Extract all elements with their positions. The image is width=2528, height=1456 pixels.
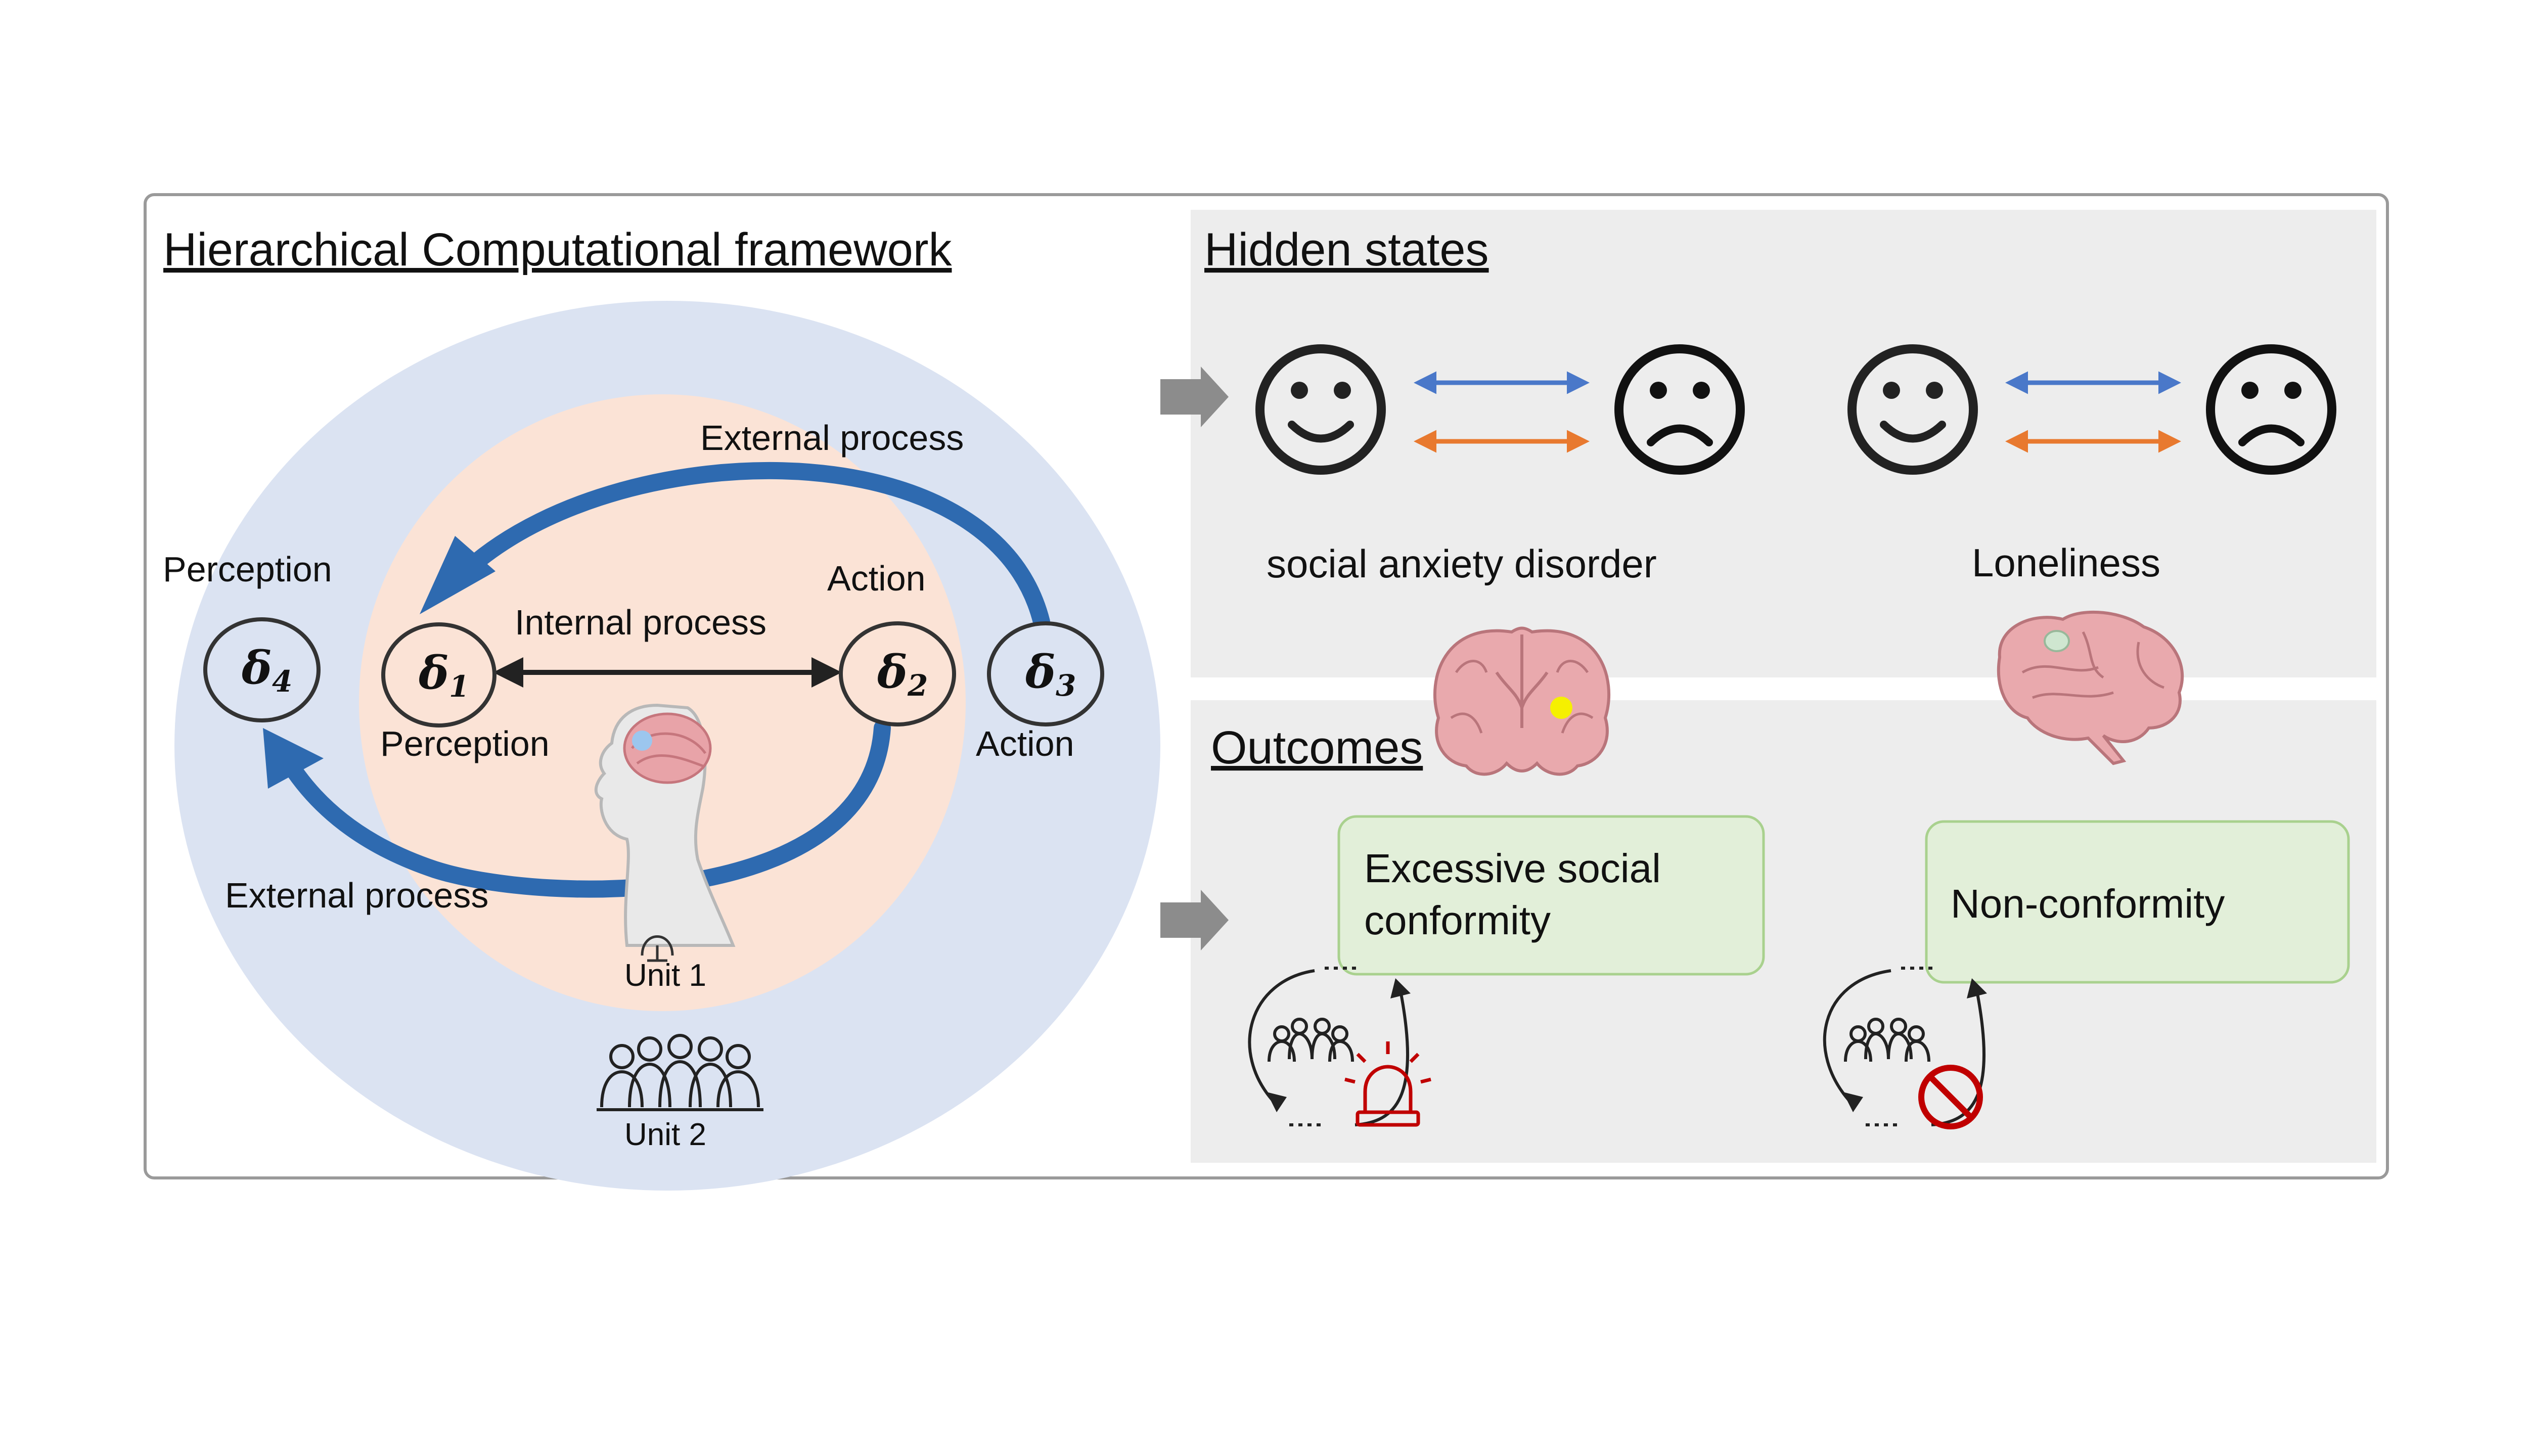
- node-delta-3: δ3: [987, 621, 1104, 726]
- outcomes-panel: Outcomes Excessive social conformity Non…: [1160, 610, 2376, 1163]
- action-inner-label: Action: [827, 559, 926, 598]
- svg-text:δ2: δ2: [877, 645, 928, 703]
- outcomes-title: Outcomes: [1211, 722, 1423, 774]
- unit1-circle: [359, 394, 966, 1011]
- sad-face-icon: [2206, 344, 2336, 475]
- coronal-brain-icon: [1433, 626, 1610, 776]
- internal-process-label: Internal process: [515, 603, 766, 642]
- svg-text:δ1: δ1: [418, 646, 469, 704]
- head-illustration: [594, 703, 736, 962]
- perception-inner-label: Perception: [380, 724, 550, 763]
- external-process-top-label: External process: [700, 418, 964, 458]
- framework-title: Hierarchical Computational framework: [163, 224, 952, 276]
- perception-outer-label: Perception: [163, 550, 332, 589]
- condition-label-2: Loneliness: [1972, 540, 2160, 585]
- sad-face-icon: [1614, 344, 1745, 475]
- external-arrow-top: [446, 462, 1050, 630]
- framework-panel: Hierarchical Computational framework δ4 …: [163, 224, 1160, 1191]
- outer-frame: [144, 193, 2389, 1179]
- node-delta-4: δ4: [203, 617, 321, 722]
- external-arrow-top-head: [420, 536, 495, 614]
- outcome-text-2: Non-conformity: [1951, 881, 2225, 926]
- happy-face-icon: [1255, 344, 1386, 475]
- external-arrow-bottom: [275, 719, 891, 898]
- outcome-text-1: Excessive social conformity: [1364, 846, 1672, 943]
- hidden-states-title: Hidden states: [1204, 224, 1489, 276]
- condition-label-1: social anxiety disorder: [1267, 541, 1657, 586]
- group-cycle-prohibited-icon: [1823, 967, 1987, 1129]
- node-delta-1: δ1: [381, 622, 496, 727]
- svg-text:δ4: δ4: [241, 641, 292, 699]
- outcome-box-2: [1925, 820, 2350, 984]
- unit2-label: Unit 2: [624, 1117, 706, 1152]
- lateral-brain-icon: [1997, 610, 2184, 765]
- node-delta-2: δ2: [839, 621, 956, 726]
- pointer-arrow-hidden: [1160, 367, 1229, 427]
- action-outer-label: Action: [976, 724, 1074, 763]
- pointer-arrow-outcomes: [1160, 890, 1229, 950]
- unit1-label: Unit 1: [624, 958, 706, 993]
- external-arrow-bottom-head: [263, 728, 324, 789]
- happy-face-icon: [1847, 344, 1978, 475]
- outcome-box-1: [1337, 815, 1765, 976]
- group-cycle-alarm-icon: [1248, 967, 1431, 1127]
- crowd-icon: [597, 1034, 763, 1111]
- hidden-states-panel: Hidden states social anxiety disorder: [1160, 210, 2376, 677]
- external-process-bottom-label: External process: [225, 876, 488, 915]
- svg-text:δ3: δ3: [1025, 645, 1076, 703]
